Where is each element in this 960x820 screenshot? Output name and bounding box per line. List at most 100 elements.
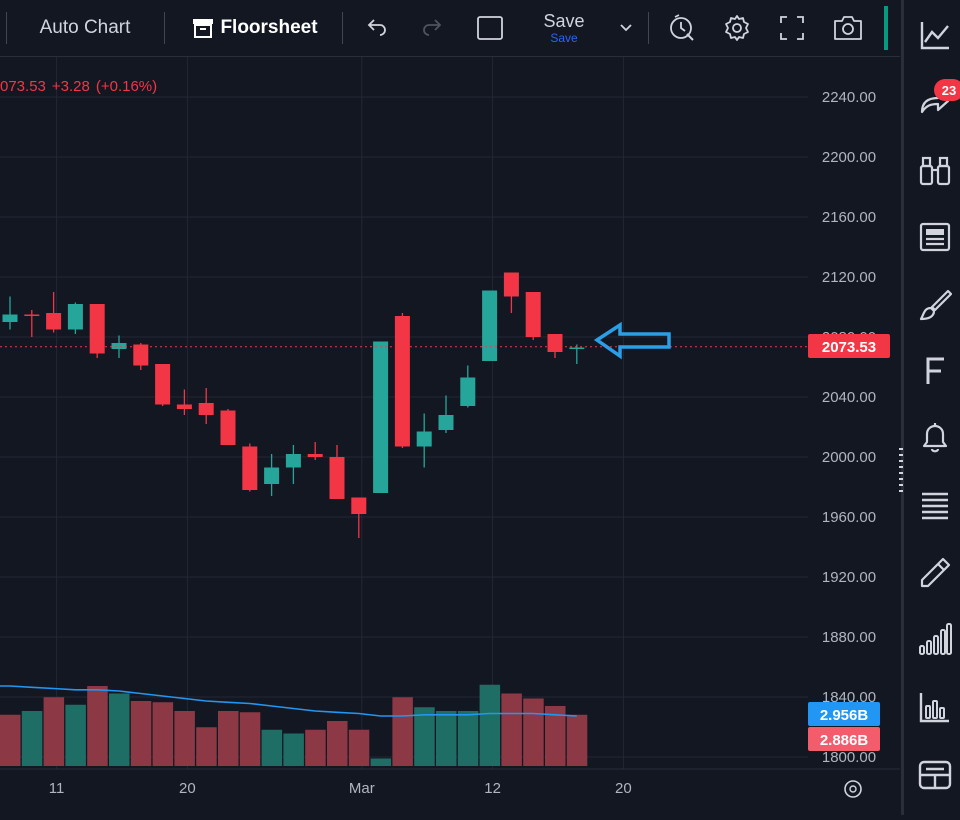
price-tick-label: 1960.00 [822, 509, 876, 526]
time-axis[interactable]: 11 20 Mar 12 20 [49, 780, 632, 797]
screenshot-button[interactable] [827, 0, 869, 56]
candle[interactable] [460, 365, 476, 408]
candle[interactable] [2, 296, 18, 330]
time-tick-label: 20 [615, 780, 632, 797]
rectangle-icon [477, 16, 503, 40]
candle[interactable] [373, 341, 389, 494]
candle-body [569, 347, 585, 349]
volume-label: 2.886B [820, 732, 869, 749]
price-tick-label: 2000.00 [822, 449, 876, 466]
candle[interactable] [67, 302, 83, 335]
candle[interactable] [351, 497, 367, 539]
candle-body [329, 457, 345, 499]
toolbar-separator [164, 12, 165, 44]
auto-chart-button[interactable]: Auto Chart [22, 0, 148, 56]
candle[interactable] [242, 443, 258, 492]
brush-icon[interactable] [918, 288, 952, 322]
candle-body [220, 410, 236, 445]
chevron-down-icon [620, 24, 632, 32]
volume-bar [479, 684, 501, 766]
settings-button[interactable] [717, 0, 757, 56]
floorsheet-button[interactable]: Floorsheet [184, 0, 326, 56]
time-tick-label: 11 [49, 780, 65, 797]
arrow-annotation[interactable] [593, 321, 671, 360]
chart-settings-button[interactable] [844, 780, 862, 798]
volume-bar [21, 711, 43, 766]
price-tick-label: 1840.00 [822, 689, 876, 706]
candle[interactable] [438, 395, 454, 434]
candle[interactable] [329, 445, 345, 499]
candle[interactable] [198, 388, 214, 424]
candle[interactable] [307, 442, 323, 460]
candle[interactable] [155, 364, 171, 406]
volume-ma-line [0, 685, 577, 717]
save-button[interactable]: Save Save [530, 0, 598, 56]
undo-button[interactable] [358, 0, 396, 56]
candle-body [264, 467, 280, 484]
candle[interactable] [547, 334, 563, 358]
candle[interactable] [220, 409, 236, 445]
binoculars-icon[interactable] [918, 154, 952, 188]
volume-bar [523, 698, 544, 766]
chart-area[interactable]: 2240.002200.002160.002120.002080.002040.… [0, 57, 900, 815]
candle-body [525, 292, 541, 337]
volume-bars [0, 684, 588, 766]
candle[interactable] [89, 304, 105, 358]
top-toolbar: Auto Chart Floorsheet Save Save [0, 0, 900, 57]
candlesticks[interactable] [2, 272, 585, 539]
redo-button[interactable] [413, 0, 451, 56]
rectangle-tool-button[interactable] [470, 0, 510, 56]
price-tick-label: 1920.00 [822, 569, 876, 586]
sidebar-resize-handle[interactable] [898, 446, 904, 492]
last-price-tag [808, 334, 890, 358]
line-chart-icon[interactable] [918, 18, 952, 52]
news-icon[interactable] [918, 220, 952, 254]
candle[interactable] [525, 292, 541, 340]
bar-chart-icon[interactable] [918, 690, 952, 724]
volume-bar [196, 727, 217, 766]
candle[interactable] [569, 344, 585, 365]
right-sidebar: 23 [898, 0, 960, 815]
settings-hex-icon [844, 780, 862, 798]
legend-change: +3.28 [51, 78, 90, 95]
last-price-label: 2073.53 [822, 339, 876, 356]
volume-bar [545, 706, 566, 766]
save-options-dropdown[interactable] [612, 0, 640, 56]
pencil-icon[interactable] [918, 556, 952, 590]
candle-body [503, 272, 519, 297]
candle[interactable] [264, 454, 280, 496]
candle[interactable] [482, 290, 498, 362]
signal-bars-icon[interactable] [918, 622, 952, 656]
candle[interactable] [111, 335, 127, 359]
candle-body [46, 313, 62, 330]
candle[interactable] [285, 445, 301, 484]
candle-body [482, 290, 498, 361]
candle-body [89, 304, 105, 354]
candle[interactable] [416, 413, 432, 468]
grid-layout-icon[interactable] [918, 758, 952, 792]
candle[interactable] [394, 313, 410, 448]
volume-bar [305, 729, 326, 766]
f-icon[interactable] [918, 354, 952, 388]
accent-indicator [884, 6, 888, 50]
volume-bar [327, 721, 348, 766]
volume-tag [808, 727, 880, 751]
share-arrow-icon[interactable] [918, 86, 952, 120]
price-chart[interactable]: 2240.002200.002160.002120.002080.002040.… [0, 57, 900, 815]
bell-icon[interactable] [918, 420, 952, 454]
stack-icon[interactable] [918, 488, 952, 522]
fullscreen-button[interactable] [772, 0, 812, 56]
candle[interactable] [46, 292, 62, 333]
candle[interactable] [133, 343, 149, 370]
candle[interactable] [24, 310, 40, 337]
volume-bar [566, 714, 588, 766]
alert-button[interactable] [662, 0, 702, 56]
candle[interactable] [176, 389, 192, 416]
price-tick-label: 1800.00 [822, 749, 876, 766]
candle-body [111, 343, 127, 349]
volume-bar [0, 714, 21, 766]
price-tick-label: 2040.00 [822, 389, 876, 406]
volume-bar [43, 697, 65, 766]
candle[interactable] [503, 272, 519, 314]
candle-body [198, 403, 214, 415]
